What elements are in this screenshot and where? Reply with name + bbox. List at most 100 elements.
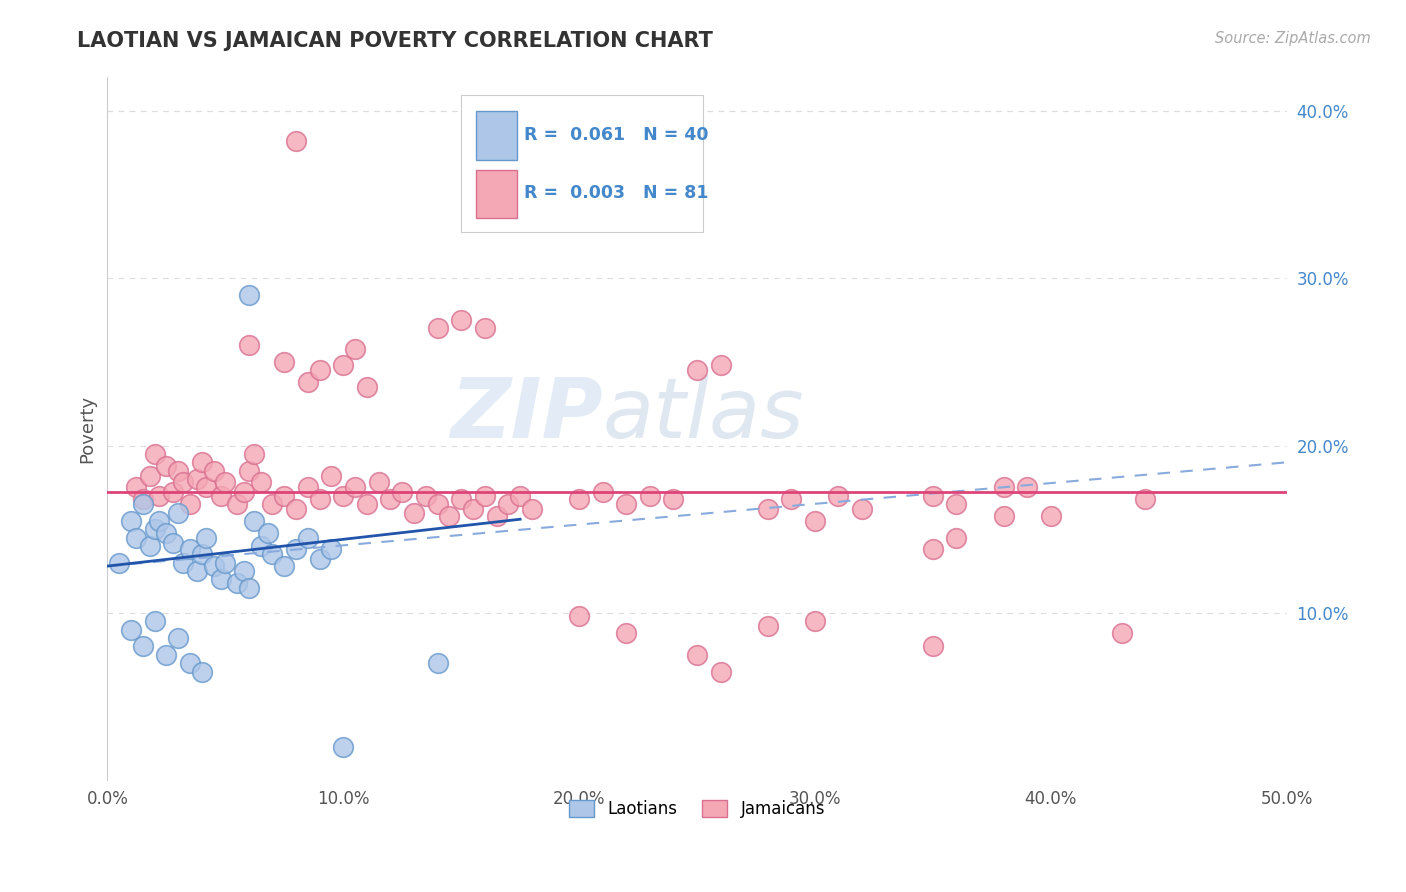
Point <box>108 556 131 570</box>
Point <box>238 288 260 302</box>
Text: Source: ZipAtlas.com: Source: ZipAtlas.com <box>1215 31 1371 46</box>
Point <box>450 313 472 327</box>
Point <box>756 502 779 516</box>
Point <box>332 739 354 754</box>
Point <box>233 564 256 578</box>
Point <box>125 531 148 545</box>
Point <box>709 359 731 373</box>
Point <box>172 475 194 490</box>
Point <box>614 497 637 511</box>
Point <box>249 475 271 490</box>
Point <box>214 475 236 490</box>
FancyBboxPatch shape <box>477 169 516 218</box>
Point <box>155 648 177 662</box>
Point <box>162 485 184 500</box>
Point <box>172 556 194 570</box>
Point <box>321 542 343 557</box>
Point <box>162 535 184 549</box>
Point <box>195 480 218 494</box>
Point <box>686 648 709 662</box>
Point <box>509 489 531 503</box>
Point <box>1133 492 1156 507</box>
Point <box>190 548 212 562</box>
Point <box>402 506 425 520</box>
Point <box>780 492 803 507</box>
Point <box>186 564 208 578</box>
Point <box>167 506 190 520</box>
Point <box>1111 626 1133 640</box>
Point <box>332 489 354 503</box>
Point <box>474 321 496 335</box>
Point <box>461 502 484 516</box>
Point <box>242 447 264 461</box>
Point <box>273 559 295 574</box>
Point <box>209 489 232 503</box>
Point <box>344 342 367 356</box>
Point <box>297 375 319 389</box>
Point <box>139 468 162 483</box>
Point <box>143 615 166 629</box>
Point <box>391 485 413 500</box>
Point <box>415 489 437 503</box>
Point <box>143 447 166 461</box>
Point <box>148 489 170 503</box>
Point <box>308 552 330 566</box>
Point <box>167 464 190 478</box>
Point <box>132 492 155 507</box>
Point <box>214 556 236 570</box>
Point <box>426 656 449 670</box>
Point <box>993 480 1015 494</box>
Point <box>638 489 661 503</box>
Point <box>945 531 967 545</box>
Point <box>308 363 330 377</box>
Point <box>851 502 873 516</box>
Point <box>285 134 308 148</box>
Point <box>125 480 148 494</box>
Point <box>297 480 319 494</box>
Point <box>662 492 685 507</box>
Point <box>273 355 295 369</box>
Point <box>242 514 264 528</box>
Point <box>262 497 284 511</box>
Point <box>155 458 177 473</box>
Point <box>945 497 967 511</box>
FancyBboxPatch shape <box>477 112 516 160</box>
Point <box>498 497 520 511</box>
Point <box>202 559 225 574</box>
Point <box>143 522 166 536</box>
Point <box>756 619 779 633</box>
Point <box>993 508 1015 523</box>
Point <box>238 464 260 478</box>
Point <box>308 492 330 507</box>
Text: R =  0.061   N = 40: R = 0.061 N = 40 <box>523 126 709 145</box>
Point <box>804 514 827 528</box>
Point <box>202 464 225 478</box>
Point <box>1017 480 1039 494</box>
Point <box>120 623 142 637</box>
Point <box>186 472 208 486</box>
Point <box>1039 508 1062 523</box>
Point <box>426 321 449 335</box>
Point <box>167 631 190 645</box>
Point <box>426 497 449 511</box>
Point <box>195 531 218 545</box>
Point <box>568 492 591 507</box>
Point <box>190 665 212 679</box>
Point <box>709 665 731 679</box>
Point <box>120 514 142 528</box>
Point <box>321 468 343 483</box>
Point <box>148 514 170 528</box>
Point <box>356 497 378 511</box>
Point <box>179 542 201 557</box>
Point <box>614 626 637 640</box>
Text: ZIP: ZIP <box>450 375 603 455</box>
Point <box>132 640 155 654</box>
Point <box>262 548 284 562</box>
Point <box>380 492 402 507</box>
Point <box>827 489 849 503</box>
Point <box>209 573 232 587</box>
Point <box>139 539 162 553</box>
Point <box>297 531 319 545</box>
Point <box>238 581 260 595</box>
Point <box>179 656 201 670</box>
